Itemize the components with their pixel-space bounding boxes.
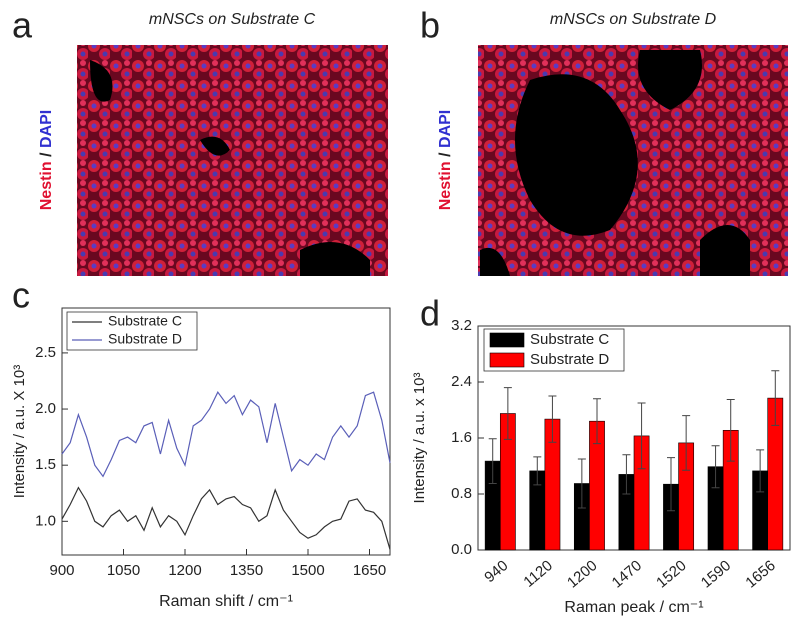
x-tick-label: 1520: [653, 557, 689, 591]
error-bar: [577, 458, 586, 509]
legend-label: Substrate D: [108, 331, 182, 347]
error-bar: [771, 370, 780, 426]
error-bar: [666, 457, 675, 512]
error-bar: [488, 438, 497, 484]
error-bar: [593, 398, 602, 445]
micrograph-gap: [90, 60, 370, 276]
error-bar: [711, 445, 720, 489]
x-tick-label: 1650: [353, 562, 386, 579]
legend-label: Substrate D: [530, 351, 609, 368]
plot-frame: [61, 307, 391, 556]
legend-box: [483, 328, 625, 372]
stain-label: Nestin / DAPI: [437, 110, 454, 211]
y-tick-label: 3.2: [451, 317, 472, 334]
x-tick-label: 1120: [520, 557, 556, 591]
y-axis-label: Intensity / a.u. X 10³: [11, 365, 28, 498]
y-tick-label: 0.0: [451, 541, 472, 558]
y-tick-label: 0.8: [451, 485, 472, 502]
panel-letter: a: [12, 5, 33, 46]
panel-a: a mNSCs on Substrate C Nestin / DAPI: [12, 5, 388, 276]
legend-box: [66, 311, 198, 351]
legend-swatch: [489, 352, 525, 368]
x-axis-label: Raman shift / cm⁻¹: [159, 593, 293, 610]
error-bar: [533, 456, 542, 486]
error-bar: [637, 402, 646, 470]
x-tick-label: 1590: [698, 557, 734, 591]
legend-label: Substrate C: [108, 313, 182, 329]
y-tick-label: 1.6: [451, 429, 472, 446]
x-tick-label: 940: [481, 557, 511, 586]
series-line: [61, 391, 391, 478]
panel-letter: d: [420, 293, 440, 334]
y-tick-label: 1.0: [35, 512, 56, 529]
error-bar: [756, 449, 765, 493]
micrograph: [77, 45, 388, 276]
x-tick-label: 1470: [609, 557, 645, 591]
error-bar: [548, 395, 557, 443]
x-tick-label: 1200: [168, 562, 201, 579]
stain-label: Nestin / DAPI: [38, 110, 55, 211]
micrograph-gap: [480, 50, 750, 276]
legend-swatch: [489, 332, 525, 348]
x-tick-label: 900: [49, 562, 74, 579]
x-axis-label: Raman peak / cm⁻¹: [564, 599, 703, 616]
error-bar: [622, 454, 631, 495]
panel-title: mNSCs on Substrate C: [149, 11, 316, 28]
series-line: [61, 486, 391, 550]
x-tick-label: 1200: [564, 557, 600, 591]
panel-letter: b: [420, 5, 440, 46]
x-tick-label: 1050: [107, 562, 140, 579]
y-tick-label: 2.5: [35, 344, 56, 361]
panel-letter: c: [12, 275, 30, 316]
x-tick-label: 1656: [742, 557, 778, 591]
legend-label: Substrate C: [530, 331, 609, 348]
y-tick-label: 2.4: [451, 373, 472, 390]
x-tick-label: 1350: [230, 562, 263, 579]
panel-title: mNSCs on Substrate D: [550, 11, 717, 28]
y-axis-label: Intensity / a.u. x 10³: [411, 373, 428, 504]
y-tick-label: 2.0: [35, 400, 56, 417]
x-tick-label: 1500: [291, 562, 324, 579]
error-bar: [682, 415, 691, 471]
error-bar: [503, 387, 512, 440]
y-tick-label: 1.5: [35, 456, 56, 473]
panel-b: b mNSCs on Substrate D Nestin / DAPI: [420, 5, 788, 276]
error-bar: [726, 399, 735, 462]
